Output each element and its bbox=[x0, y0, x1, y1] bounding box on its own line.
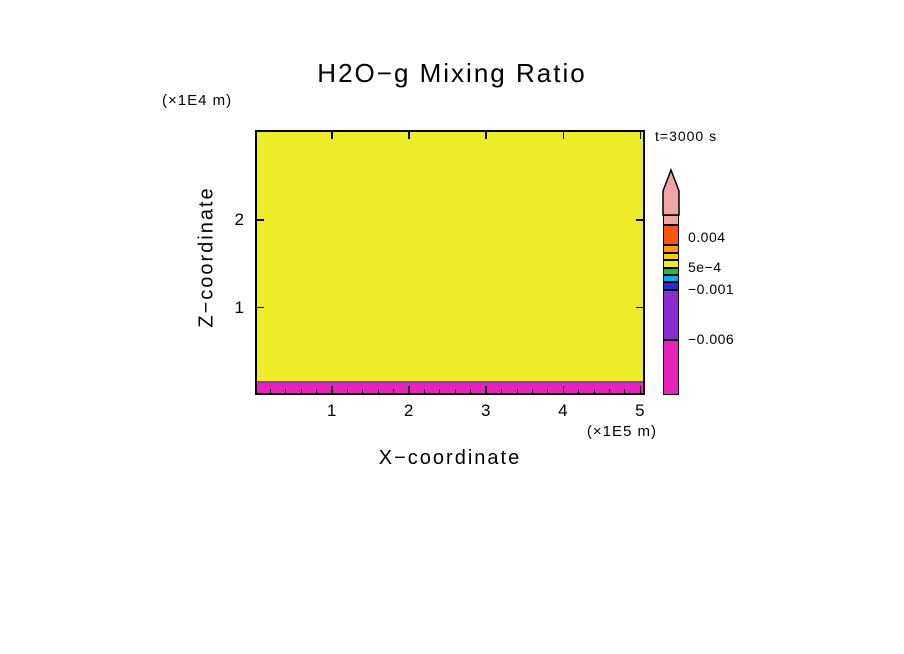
x-minor-tick-bottom bbox=[470, 389, 472, 394]
x-minor-tick-bottom bbox=[439, 389, 441, 394]
colorbar-level-label: 5e−4 bbox=[688, 259, 722, 275]
y-axis-unit-label: (×1E4 m) bbox=[162, 92, 233, 109]
colorbar-segment bbox=[663, 275, 679, 282]
y-major-tick-right bbox=[636, 219, 644, 221]
x-major-tick-top bbox=[408, 131, 410, 139]
x-major-tick-top bbox=[485, 131, 487, 139]
colorbar-segment bbox=[663, 260, 679, 268]
plot-area bbox=[255, 130, 645, 395]
colorbar-segment bbox=[663, 225, 679, 245]
x-major-tick-bottom bbox=[331, 386, 333, 394]
x-minor-tick-bottom bbox=[346, 389, 348, 394]
y-tick-label: 2 bbox=[234, 210, 245, 230]
x-minor-tick-bottom bbox=[516, 389, 518, 394]
colorbar-segment bbox=[663, 245, 679, 253]
x-tick-label: 3 bbox=[480, 401, 492, 420]
x-minor-tick-bottom bbox=[547, 389, 549, 394]
x-minor-tick-bottom bbox=[362, 389, 364, 394]
x-minor-tick-bottom bbox=[609, 389, 611, 394]
x-tick-label: 4 bbox=[558, 401, 569, 420]
colorbar-arrow-icon bbox=[662, 167, 680, 216]
colorbar-level-label: −0.001 bbox=[688, 281, 735, 297]
x-minor-tick-bottom bbox=[593, 389, 595, 394]
near-surface-contour-band bbox=[257, 381, 643, 393]
colorbar-segment bbox=[663, 290, 679, 340]
x-major-tick-bottom bbox=[408, 386, 410, 394]
colorbar-segment bbox=[663, 268, 679, 275]
x-minor-tick-bottom bbox=[578, 389, 580, 394]
x-minor-tick-bottom bbox=[269, 389, 271, 394]
x-axis-title: X−coordinate bbox=[378, 447, 522, 469]
x-major-tick-bottom bbox=[639, 386, 642, 394]
y-tick-label: 1 bbox=[234, 297, 245, 317]
time-annotation: t=3000 s bbox=[655, 128, 718, 144]
y-major-tick-left bbox=[256, 219, 264, 221]
x-minor-tick-bottom bbox=[531, 389, 533, 394]
x-major-tick-top bbox=[562, 131, 565, 139]
x-major-tick-top bbox=[331, 131, 333, 139]
x-minor-tick-bottom bbox=[285, 389, 287, 394]
x-minor-tick-bottom bbox=[300, 389, 302, 394]
colorbar-segment bbox=[663, 215, 679, 225]
x-minor-tick-bottom bbox=[316, 389, 318, 394]
colorbar-segment bbox=[663, 340, 679, 395]
x-minor-tick-bottom bbox=[454, 389, 456, 394]
chart-title: H2O−g Mixing Ratio bbox=[317, 58, 587, 88]
x-major-tick-bottom bbox=[562, 386, 565, 394]
y-major-tick-left bbox=[256, 306, 264, 309]
x-axis-unit-label: (×1E5 m) bbox=[586, 423, 657, 440]
x-minor-tick-bottom bbox=[393, 389, 395, 394]
x-major-tick-top bbox=[639, 131, 642, 139]
x-minor-tick-bottom bbox=[501, 389, 503, 394]
colorbar-segment bbox=[663, 282, 679, 290]
x-major-tick-bottom bbox=[485, 386, 487, 394]
colorbar-segment bbox=[663, 253, 679, 260]
x-minor-tick-bottom bbox=[377, 389, 379, 394]
x-tick-label: 2 bbox=[403, 401, 415, 420]
x-tick-label: 5 bbox=[635, 401, 646, 420]
colorbar-level-label: 0.004 bbox=[688, 229, 726, 245]
x-minor-tick-bottom bbox=[624, 389, 626, 394]
x-tick-label: 1 bbox=[326, 401, 338, 420]
y-major-tick-right bbox=[636, 306, 644, 309]
colorbar-level-label: −0.006 bbox=[688, 331, 735, 347]
x-minor-tick-bottom bbox=[424, 389, 426, 394]
